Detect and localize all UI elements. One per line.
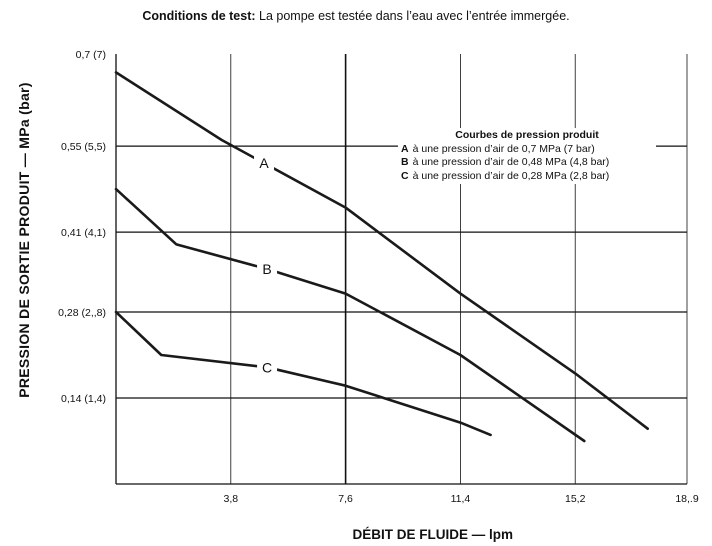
test-conditions-caption: Conditions de test: La pompe est testée … (0, 9, 712, 23)
curve-label-bg (257, 260, 278, 278)
legend-title: Courbes de pression produit (455, 129, 599, 141)
curve-label-a: A (259, 155, 269, 171)
curve-label-b: B (262, 261, 271, 277)
caption-prefix: Conditions de test: (142, 9, 256, 23)
y-tick-label: 0,55 (5,5) (61, 141, 106, 153)
curve-label-c: C (262, 359, 272, 375)
curve-label-bg (254, 154, 275, 173)
x-axis-title: DÉBIT DE FLUIDE — lpm (352, 527, 514, 542)
legend-text-b: à une pression d’air de 0,48 MPa (4,8 ba… (412, 156, 610, 168)
x-tick-label: 3,8 (223, 493, 238, 505)
x-tick-label: 15,2 (565, 493, 586, 505)
curve-label-bg (257, 358, 278, 377)
curve-c (114, 310, 492, 437)
y-tick-label: 0,7 (7) (76, 49, 106, 61)
y-tick-label: 0,14 (1,4) (61, 393, 106, 405)
x-tick-label: 7,6 (338, 493, 353, 505)
y-tick-label: 0,41 (4,1) (61, 227, 106, 239)
legend-text-c: à une pression d’air de 0,28 MPa (2,8 ba… (412, 169, 610, 182)
caption-text: La pompe est testée dans l’eau avec l’en… (259, 9, 570, 23)
legend-key-b: B (401, 156, 409, 168)
legend-text-a: à une pression d’air de 0,7 MPa (7 bar) (412, 142, 595, 155)
y-axis-title: PRESSION DE SORTIE PRODUIT — MPa (bar) (15, 82, 32, 398)
curve-a (114, 71, 649, 430)
legend-key-c: C (401, 169, 409, 182)
x-tick-label: 11,4 (451, 493, 471, 505)
curve-b (114, 187, 586, 443)
legend-key-a: A (401, 142, 409, 155)
y-tick-label: 0,28 (2,,8) (58, 307, 106, 319)
x-tick-label: 18,.9 (675, 493, 699, 505)
